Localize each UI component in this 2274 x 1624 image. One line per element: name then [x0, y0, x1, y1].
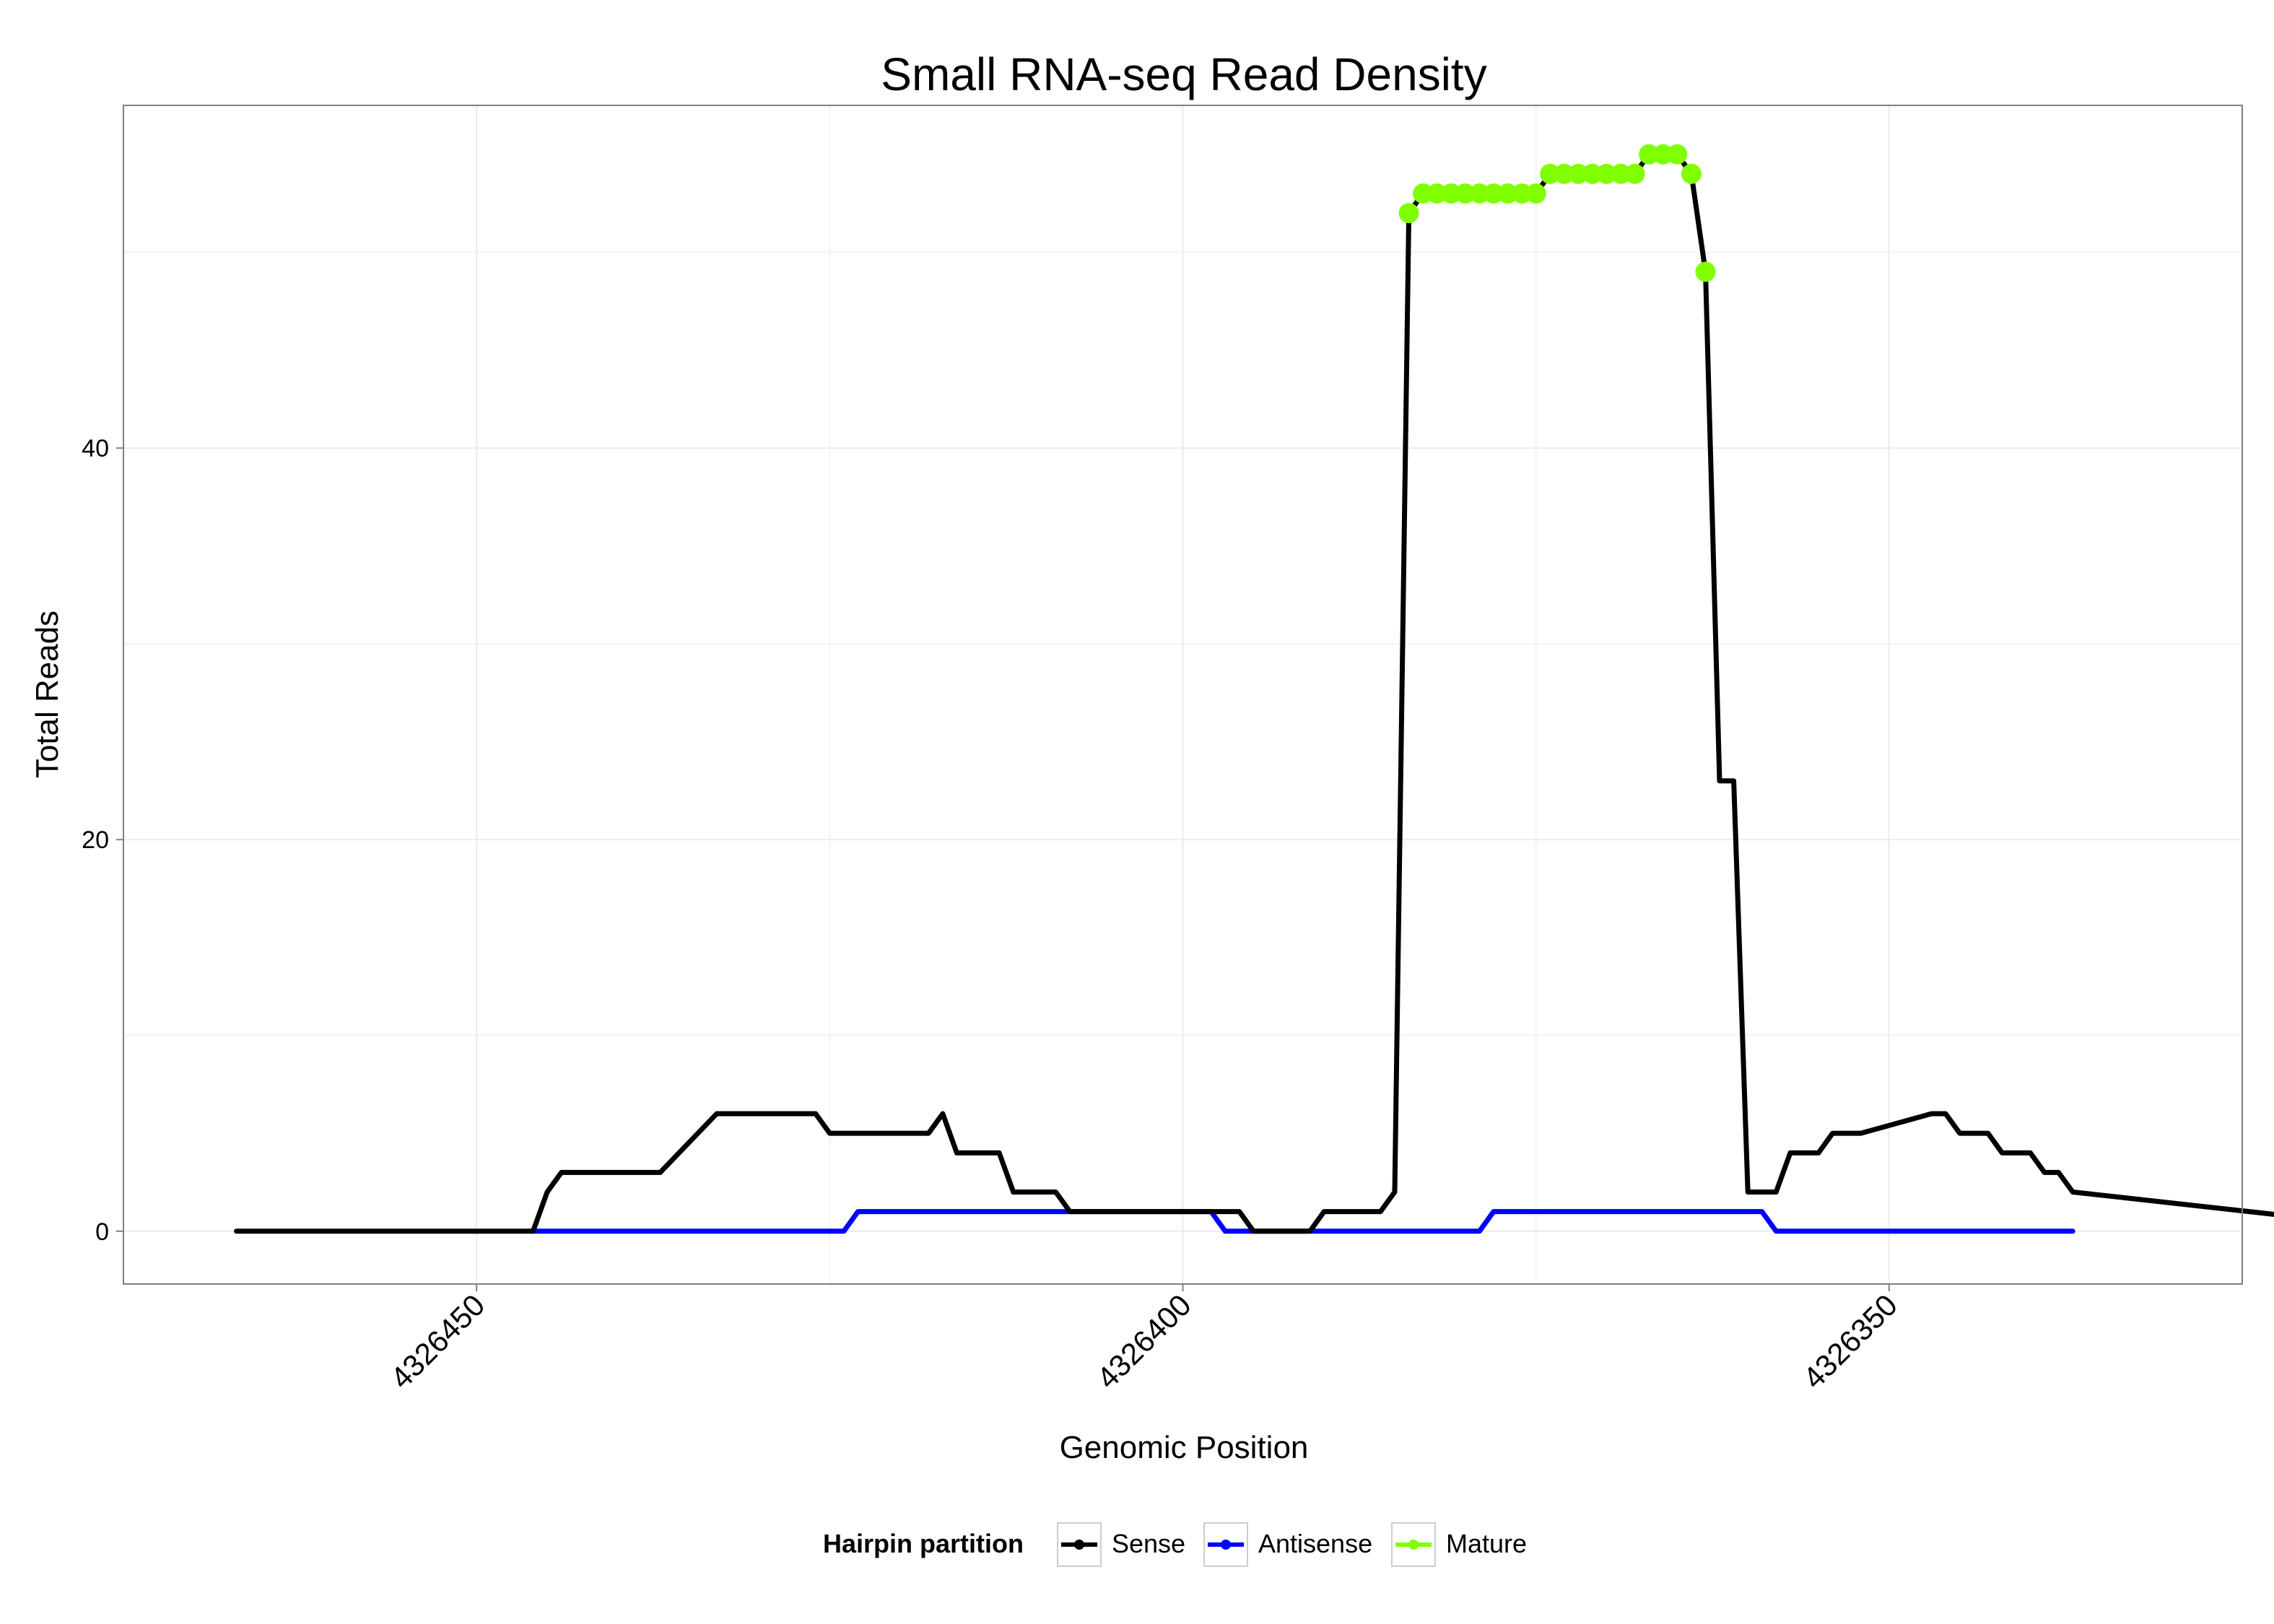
chart-title: Small RNA-seq Read Density — [881, 48, 1486, 100]
series-lines — [234, 152, 2274, 1234]
mature-point — [1398, 203, 1419, 224]
x-tick-label: 4326450 — [384, 1288, 492, 1395]
legend: Hairpin partition Sense Antisense Mature — [823, 1522, 1527, 1567]
legend-point-antisense — [1221, 1540, 1231, 1550]
mature-point — [1667, 144, 1688, 165]
mature-point — [1455, 183, 1476, 204]
series-line-sense — [234, 152, 2274, 1234]
mature-point — [1484, 183, 1504, 204]
y-tick-label: 40 — [82, 435, 109, 463]
mature-point — [1441, 183, 1462, 204]
y-tick-label: 20 — [82, 826, 109, 854]
mature-point — [1512, 183, 1533, 204]
legend-item-sense: Sense — [1057, 1522, 1185, 1567]
y-tick-label: 0 — [95, 1218, 109, 1246]
legend-label-mature: Mature — [1446, 1529, 1527, 1558]
y-axis-title: Total Reads — [30, 611, 65, 778]
y-axis: 0 20 40 — [82, 435, 123, 1246]
mature-point — [1413, 183, 1434, 204]
mature-point — [1639, 144, 1660, 165]
legend-point-mature — [1408, 1540, 1419, 1550]
mature-point — [1525, 183, 1546, 204]
legend-item-antisense: Antisense — [1203, 1522, 1372, 1567]
mature-point — [1554, 163, 1574, 184]
x-tick-label: 4326400 — [1090, 1288, 1198, 1395]
legend-point-sense — [1074, 1540, 1084, 1550]
mature-point — [1695, 261, 1716, 282]
x-axis: 4326450 4326400 4326350 — [384, 1284, 1904, 1395]
legend-label-sense: Sense — [1112, 1529, 1185, 1558]
mature-point — [1611, 163, 1632, 184]
series-line-antisense — [530, 1209, 2075, 1234]
legend-label-antisense: Antisense — [1258, 1529, 1372, 1558]
gridlines — [123, 105, 2243, 1284]
mature-point — [1568, 163, 1589, 184]
x-axis-title: Genomic Position — [1060, 1430, 1309, 1465]
mature-point — [1624, 163, 1645, 184]
mature-point — [1582, 163, 1603, 184]
mature-point — [1596, 163, 1617, 184]
mature-point — [1540, 163, 1561, 184]
mature-point — [1497, 183, 1518, 204]
mature-point — [1469, 183, 1490, 204]
legend-item-mature: Mature — [1391, 1522, 1527, 1567]
mature-point — [1652, 144, 1673, 165]
legend-title: Hairpin partition — [823, 1529, 1024, 1558]
mature-points — [1398, 144, 1716, 282]
mature-point — [1426, 183, 1447, 204]
mature-point — [1681, 163, 1702, 184]
x-tick-label: 4326350 — [1796, 1288, 1904, 1395]
